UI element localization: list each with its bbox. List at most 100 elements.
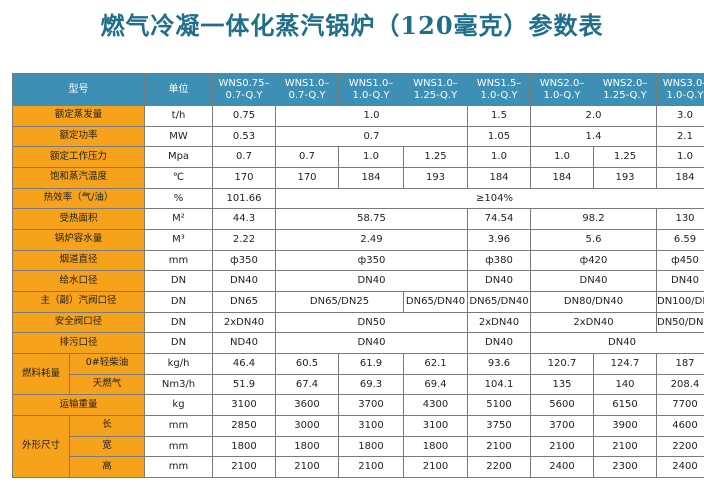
row-label: 受热面积 — [12, 208, 145, 230]
value-cell: 44.3 — [212, 208, 276, 230]
unit-cell: Nm3/h — [144, 373, 213, 396]
model-column-header: WNS1.0–1.25-Q.Y — [403, 73, 468, 106]
parameter-table: 型号 单位 WNS0.75–0.7-Q.Y WNS1.0–0.7-Q.Y WNS… — [12, 73, 704, 479]
value-cell: 2100 — [593, 435, 657, 458]
model-column-header: WNS2.0–1.0-Q.Y — [530, 73, 594, 106]
value-cell: 2100 — [212, 456, 276, 478]
value-cell: 51.9 — [212, 373, 276, 396]
value-cell: 93.6 — [467, 352, 531, 375]
value-cell: 5600 — [530, 394, 594, 416]
value-cell: DN40 — [467, 332, 531, 354]
value-cell: 2xDN40 — [212, 311, 276, 334]
table-row: 热效率（气/油） % 101.66 ≥104% — [12, 187, 704, 210]
value-cell: 4600 — [656, 414, 704, 437]
value-cell: 0.75 — [212, 105, 276, 127]
unit-cell: DN — [144, 290, 213, 313]
table-row: 额定工作压力 Mpa 0.7 0.7 1.0 1.25 1.0 1.0 1.25… — [12, 146, 704, 168]
value-cell: 62.1 — [403, 352, 468, 375]
model-column-header: WNS1.0–1.0-Q.Y — [338, 73, 404, 106]
unit-cell: ℃ — [144, 166, 213, 189]
value-cell: 2100 — [530, 435, 594, 458]
table-row: 外形尺寸 长 mm 2850 3000 3100 3100 3750 3700 … — [12, 414, 704, 479]
value-cell: 184 — [656, 166, 704, 189]
row-group-label: 燃料耗量 — [12, 352, 70, 396]
value-cell: 2200 — [656, 435, 704, 458]
model-column-header: WNS0.75–0.7-Q.Y — [212, 73, 276, 106]
table-header-row: 型号 单位 WNS0.75–0.7-Q.Y WNS1.0–0.7-Q.Y WNS… — [12, 73, 704, 106]
table-row: 给水口径 DN DN40 DN40 DN40 DN40 DN40 — [12, 270, 704, 292]
value-cell: 46.4 — [212, 352, 276, 375]
row-label: 排污口径 — [12, 332, 145, 354]
unit-cell: M³ — [144, 228, 213, 251]
value-cell: 2200 — [467, 456, 531, 478]
value-cell: 2100 — [275, 456, 339, 478]
row-label: 安全阀口径 — [12, 311, 145, 334]
unit-cell: mm — [144, 435, 213, 458]
unit-cell: M² — [144, 208, 213, 230]
value-cell: 104.1 — [467, 373, 531, 396]
value-cell: 1.5 — [467, 105, 531, 127]
model-column-header: WNS1.5–1.0-Q.Y — [467, 73, 531, 106]
value-cell: 208.4 — [656, 373, 704, 396]
value-cell: 2.49 — [275, 228, 468, 251]
table-row: 受热面积 M² 44.3 58.75 74.54 98.2 130 — [12, 208, 704, 230]
value-cell: 1.4 — [530, 125, 657, 148]
value-cell: ≥104% — [275, 187, 704, 210]
value-cell: 1.25 — [403, 146, 468, 168]
table-row: 锅炉容水量 M³ 2.22 2.49 3.96 5.6 6.59 — [12, 228, 704, 251]
value-cell: 2400 — [530, 456, 594, 478]
value-cell: 2400 — [656, 456, 704, 478]
value-cell: 5.6 — [530, 228, 657, 251]
value-cell: 5100 — [467, 394, 531, 416]
value-cell: 2100 — [338, 456, 404, 478]
value-cell: 130 — [656, 208, 704, 230]
value-cell: DN40 — [275, 270, 468, 292]
value-cell: 58.75 — [275, 208, 468, 230]
row-sublabel: 0#轻柴油 — [69, 352, 145, 375]
value-cell: 3900 — [593, 414, 657, 437]
unit-cell: kg — [144, 394, 213, 416]
value-cell: 2850 — [212, 414, 276, 437]
value-cell: 124.7 — [593, 352, 657, 375]
value-cell: DN40 — [656, 270, 704, 292]
value-cell: 6150 — [593, 394, 657, 416]
table-row: 天燃气 Nm3/h 51.9 67.4 69.3 69.4 104.1 135 … — [13, 373, 704, 396]
value-cell: ND40 — [212, 332, 276, 354]
value-cell: 2100 — [467, 435, 531, 458]
value-cell: 2xDN40 — [467, 311, 531, 334]
value-cell: 1800 — [338, 435, 404, 458]
value-cell: 184 — [530, 166, 594, 189]
value-cell: 3750 — [467, 414, 531, 437]
value-cell: 3.0 — [656, 105, 704, 127]
value-cell: DN65 — [212, 290, 276, 313]
value-cell: 0.7 — [212, 146, 276, 168]
value-cell: 184 — [467, 166, 531, 189]
row-label: 主（副）汽阀口径 — [12, 290, 145, 313]
value-cell: 1800 — [212, 435, 276, 458]
unit-cell: DN — [144, 270, 213, 292]
value-cell: 4300 — [403, 394, 468, 416]
table-row: 高 mm 2100 2100 2100 2100 2200 2400 2300 … — [13, 456, 704, 478]
value-cell: 67.4 — [275, 373, 339, 396]
model-header: 型号 — [12, 73, 145, 106]
value-cell: 3000 — [275, 414, 339, 437]
value-cell: 2300 — [593, 456, 657, 478]
value-cell: DN40 — [530, 270, 657, 292]
value-cell: 60.5 — [275, 352, 339, 375]
value-cell: 1.0 — [530, 146, 594, 168]
row-label: 额定蒸发量 — [12, 105, 145, 127]
value-cell: 98.2 — [530, 208, 657, 230]
value-cell: 0.53 — [212, 125, 276, 148]
unit-cell: DN — [144, 332, 213, 354]
value-cell: 193 — [593, 166, 657, 189]
value-cell: 61.9 — [338, 352, 404, 375]
unit-cell: Mpa — [144, 146, 213, 168]
value-cell: DN50 — [275, 311, 468, 334]
unit-cell: t/h — [144, 105, 213, 127]
table-row: 宽 mm 1800 1800 1800 1800 2100 2100 2100 … — [13, 435, 704, 458]
value-cell: DN80/DN40 — [530, 290, 657, 313]
row-group-label: 外形尺寸 — [12, 414, 70, 479]
value-cell: DN50/DN40 — [656, 311, 704, 334]
value-cell: 2.0 — [530, 105, 657, 127]
value-cell: 140 — [593, 373, 657, 396]
